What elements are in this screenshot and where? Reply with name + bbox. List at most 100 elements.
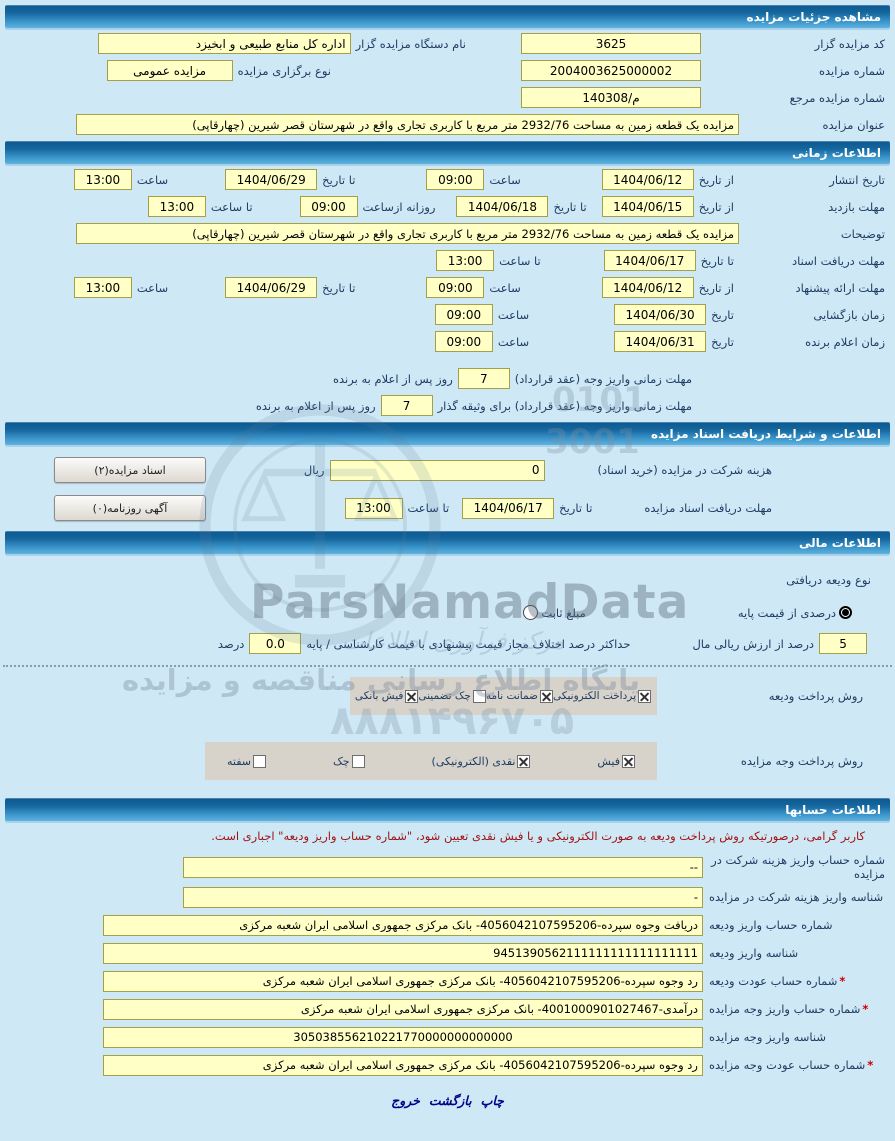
account-input[interactable]: - xyxy=(183,886,703,908)
doc-receive-time-input[interactable]: 13:00 xyxy=(436,250,495,271)
sub-label: تاریخ xyxy=(711,334,734,349)
auction-title-input[interactable]: مزایده یک قطعه زمین به مساحت 2932/76 متر… xyxy=(76,114,739,135)
pay-deadline-input[interactable]: 7 xyxy=(457,368,510,389)
checkbox-label: پرداخت الکترونیکی xyxy=(552,690,636,702)
pay-deadline-guarantor-input[interactable]: 7 xyxy=(380,395,433,416)
doc-receive-date-input[interactable]: 1404/06/17 xyxy=(603,250,696,271)
row-docs-deadline: مهلت دریافت اسناد مزایده تا تاریخ 1404/0… xyxy=(8,495,777,521)
dotted-divider xyxy=(3,665,892,667)
account-input[interactable]: دریافت وجوه سپرده-4056042107595206- بانک… xyxy=(103,914,703,936)
publish-from-date-input[interactable]: 1404/06/12 xyxy=(601,169,694,190)
checkbox-option[interactable]: فیش xyxy=(597,754,635,768)
checkbox-icon[interactable] xyxy=(539,689,553,703)
account-input[interactable]: رد وجوه سپرده-4056042107595206- بانک مرک… xyxy=(103,970,703,992)
field-label: مهلت ارائه پیشنهاد xyxy=(795,280,885,295)
checkbox-option[interactable]: سفته xyxy=(227,754,267,768)
checkbox-option[interactable]: چک xyxy=(333,754,365,768)
row-visit-deadline: مهلت بازدید از تاریخ 1404/06/15 تا تاریخ… xyxy=(8,195,885,218)
field-label: هزینه شرکت در مزایده (خرید اسناد) xyxy=(597,463,773,477)
sub-label: ساعت xyxy=(489,280,521,295)
radio-percent-of-base[interactable] xyxy=(839,606,852,619)
field-label: شناسه واریز ودیعه xyxy=(709,946,799,960)
account-input[interactable]: 305038556210221770000000000000 xyxy=(103,1026,703,1048)
checkbox-label: چک تضمینی xyxy=(418,690,471,702)
field-label: کد مزایده گزار xyxy=(814,36,885,51)
account-input[interactable]: درآمدی-4001000901027467- بانک مرکزی جمهو… xyxy=(103,998,703,1020)
row-deposit-percent: 5 درصد از ارزش ریالی مال حداکثر درصد اخت… xyxy=(8,632,867,655)
checkbox-label: فیش xyxy=(597,754,620,768)
offer-to-date-input[interactable]: 1404/06/29 xyxy=(225,277,318,298)
checkbox-option[interactable]: چک تضمینی xyxy=(418,689,486,703)
checkbox-icon[interactable] xyxy=(517,754,531,768)
footer-links: چاپ بازگشت خروج xyxy=(0,1093,895,1108)
auctioneer-code-input[interactable]: 3625 xyxy=(521,33,701,54)
docs-deadline-date-input[interactable]: 1404/06/17 xyxy=(462,497,555,519)
deposit-pay-band: پرداخت الکترونیکی ضمانت نامه چک تضمینی فیش … xyxy=(350,677,657,715)
checkbox-option[interactable]: ضمانت نامه xyxy=(485,689,553,703)
account-input[interactable]: 9451390562111111111111111111 xyxy=(103,942,703,964)
account-input[interactable]: -- xyxy=(183,856,703,878)
section-header-docs: اطلاعات و شرایط دریافت اسناد مزایده xyxy=(5,422,890,445)
winner-time-input[interactable]: 09:00 xyxy=(434,331,493,352)
account-input[interactable]: رد وجوه سپرده-4056042107595206- بانک مرک… xyxy=(103,1054,703,1076)
print-link[interactable]: چاپ xyxy=(480,1093,504,1108)
ref-number-input[interactable]: م/140308 xyxy=(521,87,701,108)
offer-to-time-input[interactable]: 13:00 xyxy=(73,277,132,298)
radio-fixed-amount[interactable] xyxy=(523,605,539,620)
row-deposit-type-radios: درصدی از قیمت پایه مبلغ ثابت xyxy=(8,601,855,624)
auction-pay-band: فیش نقدی (الکترونیکی) چک سفته xyxy=(205,742,657,780)
auction-type-input[interactable]: مزایده عمومی xyxy=(106,60,233,81)
checkbox-icon[interactable] xyxy=(351,754,365,768)
field-label: زمان بازگشایی xyxy=(813,307,885,322)
accounts-rows: شماره حساب واریز هزینه شرکت در مزایده -- ش… xyxy=(0,853,895,1077)
account-row: شناسه واریز وجه مزایده 305038556210221770… xyxy=(10,1025,885,1049)
checkbox-icon[interactable] xyxy=(622,754,635,768)
auction-docs-button[interactable]: اسناد مزایده(۲) xyxy=(54,457,206,483)
fee-input[interactable]: 0 xyxy=(329,459,545,481)
visit-to-date-input[interactable]: 1404/06/18 xyxy=(456,196,549,217)
deposit-percent-input[interactable]: 5 xyxy=(819,633,867,654)
checkbox-icon[interactable] xyxy=(472,689,486,703)
checkbox-option[interactable]: فیش بانکی xyxy=(355,689,419,703)
sub-label: روزانه ازساعت xyxy=(362,199,436,214)
publish-to-time-input[interactable]: 13:00 xyxy=(73,169,132,190)
sub-label: تا تاریخ xyxy=(322,172,356,187)
docs-deadline-time-input[interactable]: 13:00 xyxy=(344,497,403,519)
field-label: * شماره حساب عودت وجه مزایده xyxy=(709,1058,874,1072)
checkbox-label: ضمانت نامه xyxy=(485,690,538,702)
visit-daily-from-input[interactable]: 09:00 xyxy=(299,196,358,217)
row-description: توضیحات مزایده یک قطعه زمین به مساحت 293… xyxy=(8,222,885,245)
publish-from-time-input[interactable]: 09:00 xyxy=(426,169,485,190)
checkbox-icon[interactable] xyxy=(638,689,651,703)
section-header-financial: اطلاعات مالی xyxy=(5,531,890,554)
row-publish-date: تاریخ انتشار از تاریخ 1404/06/12 ساعت 09… xyxy=(8,168,885,191)
offer-from-date-input[interactable]: 1404/06/12 xyxy=(601,277,694,298)
auction-number-input[interactable]: 2004003625000002 xyxy=(521,60,701,81)
sub-label: از تاریخ xyxy=(698,199,734,214)
back-link[interactable]: بازگشت xyxy=(428,1093,472,1108)
winner-date-input[interactable]: 1404/06/31 xyxy=(614,331,707,352)
checkbox-option[interactable]: نقدی (الکترونیکی) xyxy=(432,754,531,768)
description-input[interactable]: مزایده یک قطعه زمین به مساحت 2932/76 متر… xyxy=(76,223,739,244)
publish-to-date-input[interactable]: 1404/06/29 xyxy=(225,169,318,190)
required-asterisk: * xyxy=(867,1058,874,1072)
field-label: شماره مزایده xyxy=(819,63,885,78)
sub-label: تا ساعت xyxy=(407,501,450,515)
max-diff-input[interactable]: 0.0 xyxy=(249,633,302,654)
newspaper-ad-button[interactable]: آگهی روزنامه(۰) xyxy=(54,495,206,521)
checkbox-icon[interactable] xyxy=(253,754,267,768)
field-label: مهلت زمانی واریز وجه (عقد قرارداد) xyxy=(514,371,692,386)
field-label: شماره مزایده مرجع xyxy=(789,90,885,105)
row-ref-number: شماره مزایده مرجع م/140308 xyxy=(8,86,885,109)
checkbox-icon[interactable] xyxy=(405,689,419,703)
offer-from-time-input[interactable]: 09:00 xyxy=(426,277,485,298)
checkbox-option[interactable]: پرداخت الکترونیکی xyxy=(552,689,651,703)
visit-from-date-input[interactable]: 1404/06/15 xyxy=(601,196,694,217)
opening-time-input[interactable]: 09:00 xyxy=(434,304,493,325)
visit-daily-to-input[interactable]: 13:00 xyxy=(147,196,206,217)
opening-date-input[interactable]: 1404/06/30 xyxy=(614,304,707,325)
exit-link[interactable]: خروج xyxy=(391,1093,420,1108)
auctioneer-name-input[interactable]: اداره کل منابع طبیعی و ابخیزد xyxy=(97,33,351,54)
row-opening-time: زمان بازگشایی تاریخ 1404/06/30 ساعت 09:0… xyxy=(8,303,885,326)
